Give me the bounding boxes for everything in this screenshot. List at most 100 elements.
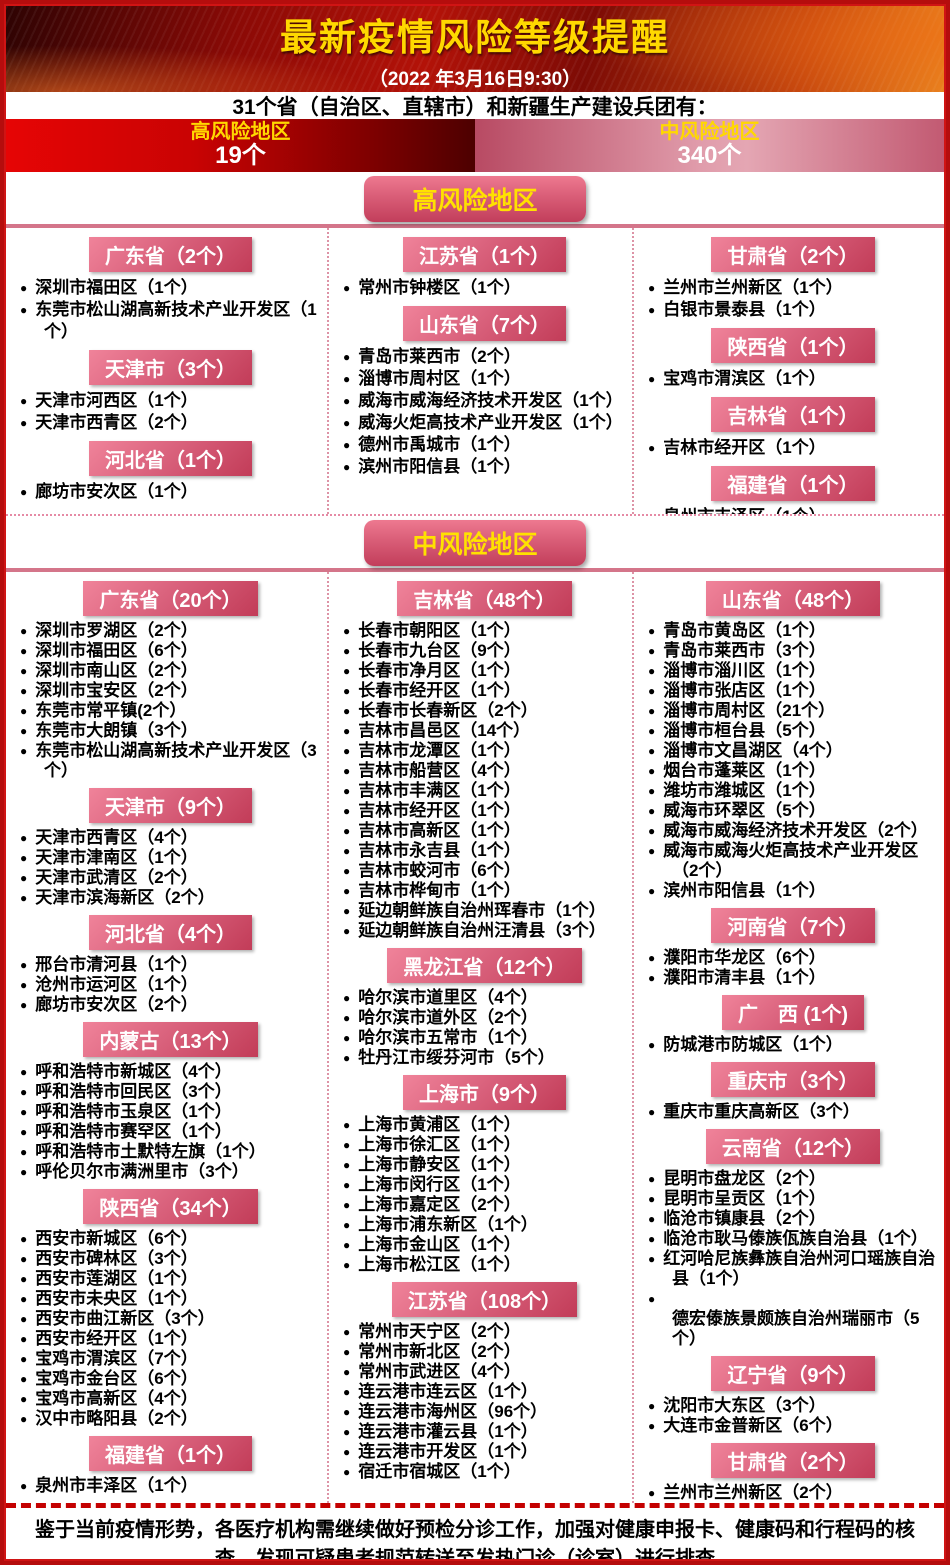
province-header: 吉林省（48个）: [397, 581, 572, 616]
bullet-icon: ●: [343, 784, 351, 798]
province-header: 甘肃省（2个）: [711, 1443, 875, 1478]
risk-area-item: ● 常州市武进区（4个）: [343, 1362, 626, 1382]
risk-area-label: 深圳市罗湖区（2个）: [35, 621, 198, 640]
risk-area-item: ● 威海火炬高技术产业开发区（1个）: [343, 412, 626, 434]
bullet-icon: ●: [343, 764, 351, 778]
risk-area-item: ● 淄博市淄川区（1个）: [648, 661, 938, 681]
bullet-icon: ●: [20, 1085, 28, 1099]
risk-area-item: ● 淄博市桓台县（5个）: [648, 721, 938, 741]
province-header: 上海市（9个）: [402, 1075, 567, 1110]
risk-area-item: ● 德州市禹城市（1个）: [343, 434, 626, 456]
risk-area-item: ● 上海市嘉定区（2个）: [343, 1195, 626, 1215]
risk-area-label: 吉林市桦甸市（1个）: [358, 881, 521, 900]
risk-area-label: 长春市净月区（1个）: [358, 661, 521, 680]
risk-area-item: ● 西安市莲湖区（1个）: [20, 1269, 321, 1289]
risk-area-item: ● 常州市新北区（2个）: [343, 1342, 626, 1362]
bullet-icon: ●: [20, 644, 28, 658]
bullet-icon: ●: [343, 1385, 351, 1399]
risk-area-item: ● 上海市徐汇区（1个）: [343, 1135, 626, 1155]
bullet-icon: ●: [343, 724, 351, 738]
risk-area-item: ● 濮阳市清丰县（1个）: [648, 968, 938, 988]
risk-area-label: 吉林市丰满区（1个）: [358, 781, 521, 800]
risk-area-label: 天津市武清区（2个）: [35, 868, 198, 887]
province-header: 河北省（4个）: [88, 915, 253, 950]
bullet-icon: ●: [343, 924, 351, 938]
risk-area-label: 上海市闵行区（1个）: [358, 1175, 521, 1194]
bullet-icon: ●: [648, 1105, 656, 1119]
bullet-icon: ●: [343, 704, 351, 718]
bullet-icon: ●: [648, 684, 656, 698]
bullet-icon: ●: [20, 1125, 28, 1139]
risk-area-label: 哈尔滨市道里区（4个）: [358, 988, 538, 1007]
risk-area-label: 东莞市松山湖高新技术产业开发区（1个）: [35, 300, 317, 341]
bullet-icon: ●: [648, 844, 656, 858]
bullet-icon: ●: [648, 1486, 656, 1500]
risk-area-label: 滨州市阳信县（1个）: [663, 881, 826, 900]
risk-area-label: 吉林市高新区（1个）: [358, 821, 521, 840]
bullet-icon: ●: [343, 1465, 351, 1479]
risk-area-label: 泉州市丰泽区（1个）: [35, 1476, 198, 1495]
bullet-icon: ●: [20, 1145, 28, 1159]
risk-area-label: 宝鸡市渭滨区（7个）: [35, 1349, 198, 1368]
bullet-icon: ●: [343, 1031, 351, 1045]
bullet-icon: ●: [343, 1158, 351, 1172]
bullet-icon: ●: [20, 744, 28, 758]
risk-area-item: ● 呼伦贝尔市满洲里市（3个）: [20, 1162, 321, 1182]
risk-area-item: ● 连云港市连云区（1个）: [343, 1382, 626, 1402]
risk-area-label: 淄博市周村区（1个）: [358, 369, 521, 388]
province-list: ● 兰州市兰州新区（1个） ● 白银市景泰县（1个）: [648, 277, 938, 321]
bullet-icon: ●: [20, 1065, 28, 1079]
province-header-band: 广东省（20个）: [20, 581, 321, 616]
risk-area-label: 淄博市张店区（1个）: [663, 681, 826, 700]
risk-area-item: ● 延边朝鲜族自治州汪清县（3个）: [343, 921, 626, 941]
column: 山东省（48个） ● 青岛市黄岛区（1个） ● 青岛市莱西市（3个） ● 淄博市淄川区（1个…: [632, 572, 944, 1503]
province-header: 重庆市（3个）: [711, 1062, 875, 1097]
bullet-icon: ●: [20, 485, 28, 499]
risk-area-label: 哈尔滨市道外区（2个）: [358, 1008, 538, 1027]
risk-area-label: 上海市松江区（1个）: [358, 1255, 521, 1274]
province-header-band: 黑龙江省（12个）: [343, 948, 626, 983]
bullet-icon: ●: [20, 1272, 28, 1286]
bullet-icon: ●: [648, 971, 656, 985]
risk-area-item: ● 吉林市经开区（1个）: [343, 801, 626, 821]
section-pill-band: 中风险地区: [6, 516, 944, 568]
risk-area-item: ● 东莞市松山湖高新技术产业开发区（1个）: [20, 299, 321, 343]
risk-area-item: ● 延边朝鲜族自治州珲春市（1个）: [343, 901, 626, 921]
risk-area-label: 延边朝鲜族自治州珲春市（1个）: [358, 901, 606, 920]
risk-area-item: ● 西安市新城区（6个）: [20, 1229, 321, 1249]
bullet-icon: ●: [343, 904, 351, 918]
risk-area-label: 吉林市龙潭区（1个）: [358, 741, 521, 760]
risk-area-item: ● 淄博市张店区（1个）: [648, 681, 938, 701]
bullet-icon: ●: [648, 303, 656, 317]
risk-area-label: 常州市新北区（2个）: [358, 1342, 521, 1361]
risk-area-label: 昆明市呈贡区（1个）: [663, 1189, 826, 1208]
medium-risk-banner-label: 中风险地区: [659, 121, 760, 144]
risk-area-item: ● 上海市松江区（1个）: [343, 1255, 626, 1275]
bullet-icon: ●: [343, 350, 351, 364]
bullet-icon: ●: [343, 438, 351, 452]
poster-border: 最新疫情风险等级提醒 （2022 年3月16日9:30） 31个省（自治区、直辖…: [4, 4, 946, 1561]
risk-area-label: 呼伦贝尔市满洲里市（3个）: [35, 1162, 249, 1181]
footer-notice: 鉴于当前疫情形势，各医疗机构需继续做好预检分诊工作，加强对健康申报卡、健康码和行…: [34, 1519, 915, 1561]
risk-area-label: 西安市碑林区（3个）: [35, 1249, 198, 1268]
medium-risk-banner-count: 340个: [677, 142, 742, 170]
section-content: 广东省（2个） ● 深圳市福田区（1个） ● 东莞市松山湖高新技术产业开发区（1个） 天津…: [6, 228, 944, 516]
province-list: ● 兰州市兰州新区（2个）: [648, 1483, 938, 1503]
province-header: 广 西 (1个): [722, 995, 864, 1030]
bullet-icon: ●: [343, 804, 351, 818]
bullet-icon: ●: [343, 1238, 351, 1252]
bullet-icon: ●: [343, 1011, 351, 1025]
risk-area-label: 昆明市盘龙区（2个）: [663, 1169, 826, 1188]
risk-area-label: 长春市经开区（1个）: [358, 681, 521, 700]
risk-area-item: ● 长春市净月区（1个）: [343, 661, 626, 681]
risk-area-label: 牡丹江市绥芬河市（5个）: [358, 1048, 555, 1067]
risk-area-item: ● 天津市滨海新区（2个）: [20, 888, 321, 908]
risk-area-item: ● 深圳市罗湖区（2个）: [20, 621, 321, 641]
province-header-band: 辽宁省（9个）: [648, 1356, 938, 1391]
risk-area-item: ● 连云港市开发区（1个）: [343, 1442, 626, 1462]
bullet-icon: ●: [648, 1172, 656, 1186]
province-header-band: 福建省（1个）: [20, 1436, 321, 1471]
risk-area-item: ● 青岛市莱西市（2个）: [343, 346, 626, 368]
risk-area-item: ● 白银市景泰县（1个）: [648, 299, 938, 321]
province-header-band: 河南省（7个）: [648, 908, 938, 943]
